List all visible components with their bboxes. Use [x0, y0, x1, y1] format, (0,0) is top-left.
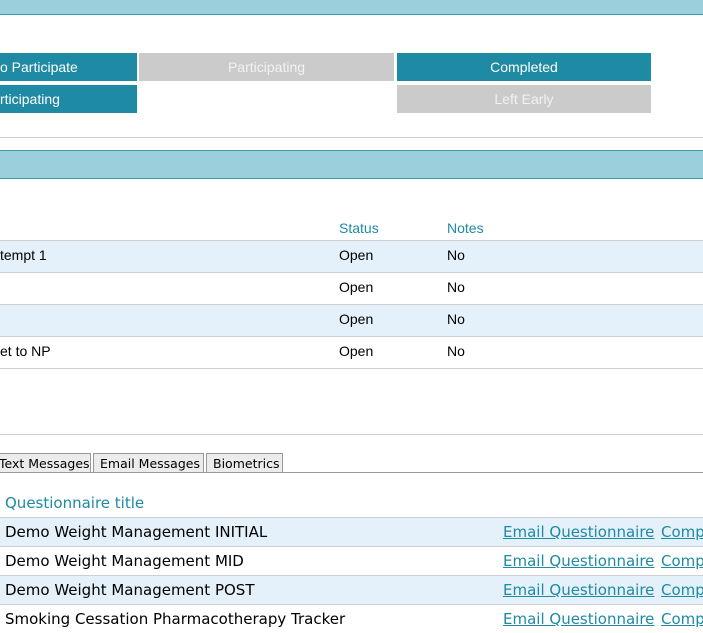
table-row: Demo Weight Management MID Email Questio… [0, 546, 703, 575]
complete-link[interactable]: Comp [661, 581, 703, 599]
task-name: et to NP [0, 343, 51, 359]
task-status: Open [339, 247, 374, 263]
notes-column-header: Notes [447, 220, 484, 236]
table-row: Demo Weight Management POST Email Questi… [0, 575, 703, 604]
tab-biometrics[interactable]: Biometrics [206, 453, 283, 473]
complete-link[interactable]: Comp [661, 523, 703, 541]
questionnaire-title: Demo Weight Management POST [5, 581, 255, 599]
email-questionnaire-link[interactable]: Email Questionnaire [503, 552, 655, 570]
status-button-completed[interactable]: Completed [397, 53, 651, 81]
questionnaire-title-header: Questionnaire title [5, 494, 145, 512]
status-button-left-early[interactable]: Left Early [397, 85, 651, 113]
complete-link[interactable]: Comp [661, 610, 703, 628]
email-questionnaire-link[interactable]: Email Questionnaire [503, 581, 655, 599]
task-notes: No [447, 311, 465, 327]
task-notes: No [447, 343, 465, 359]
tasks-section-header [0, 150, 703, 179]
task-notes: No [447, 247, 465, 263]
table-row: Smoking Cessation Pharmacotherapy Tracke… [0, 604, 703, 632]
table-header-divider [0, 240, 703, 241]
tab-strip-baseline [0, 472, 703, 473]
section-divider [0, 434, 703, 435]
questionnaire-title: Demo Weight Management MID [5, 552, 244, 570]
task-status: Open [339, 311, 374, 327]
table-row[interactable]: et to NP Open No [0, 337, 703, 369]
questionnaire-title: Demo Weight Management INITIAL [5, 523, 268, 541]
email-questionnaire-link[interactable]: Email Questionnaire [503, 523, 655, 541]
questionnaire-title: Smoking Cessation Pharmacotherapy Tracke… [5, 610, 346, 628]
section-divider [0, 137, 703, 138]
table-row: Demo Weight Management INITIAL Email Que… [0, 517, 703, 546]
task-status: Open [339, 279, 374, 295]
task-name: tempt 1 [0, 247, 47, 263]
table-row[interactable]: Open No [0, 273, 703, 305]
email-questionnaire-link[interactable]: Email Questionnaire [503, 610, 655, 628]
complete-link[interactable]: Comp [661, 552, 703, 570]
table-row[interactable]: Open No [0, 305, 703, 337]
status-button-participating[interactable]: Participating [139, 53, 394, 81]
status-button-not-participate[interactable]: o Participate [0, 53, 137, 81]
tab-text-messages[interactable]: Text Messages [0, 453, 91, 473]
top-section-header [0, 0, 703, 15]
status-button-not-participating[interactable]: rticipating [0, 85, 137, 113]
task-notes: No [447, 279, 465, 295]
table-row[interactable]: tempt 1 Open No [0, 241, 703, 273]
status-column-header: Status [339, 220, 379, 236]
tab-email-messages[interactable]: Email Messages [93, 453, 204, 473]
task-status: Open [339, 343, 374, 359]
